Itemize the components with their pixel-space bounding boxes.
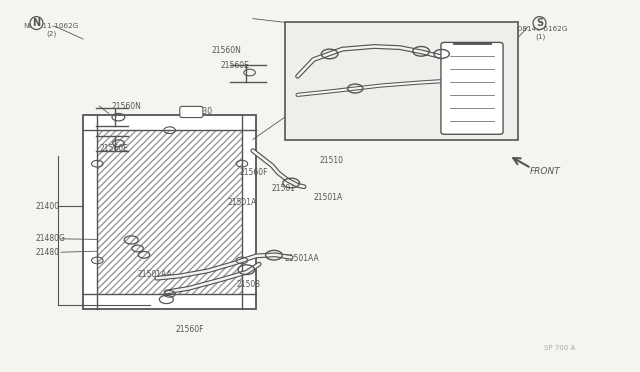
Text: 21518: 21518 xyxy=(477,81,500,90)
Text: 21515: 21515 xyxy=(358,41,383,50)
Text: N: N xyxy=(33,18,40,28)
Text: 21501E: 21501E xyxy=(323,74,352,83)
Bar xyxy=(83,115,256,309)
Text: S: S xyxy=(536,18,543,28)
Text: 21560N: 21560N xyxy=(112,102,142,110)
Text: 21480G: 21480G xyxy=(35,234,65,243)
Text: FRONT: FRONT xyxy=(530,167,561,176)
Text: 21503: 21503 xyxy=(237,280,261,289)
Text: 21510: 21510 xyxy=(320,156,344,165)
Text: N08911-1062G
(2): N08911-1062G (2) xyxy=(24,23,79,37)
Text: 21501AA: 21501AA xyxy=(138,270,172,279)
Text: 21560F: 21560F xyxy=(240,169,269,177)
Text: 21516: 21516 xyxy=(448,47,472,56)
Bar xyxy=(285,22,518,140)
Text: S08146-6162G
(1): S08146-6162G (1) xyxy=(513,26,568,41)
Text: 21560F: 21560F xyxy=(176,325,205,334)
Text: 21430: 21430 xyxy=(189,107,213,116)
Bar xyxy=(97,130,242,294)
Text: 21400: 21400 xyxy=(35,202,60,211)
Text: 21560E: 21560E xyxy=(99,144,128,153)
FancyBboxPatch shape xyxy=(180,106,203,118)
FancyBboxPatch shape xyxy=(441,42,503,134)
Text: SP 700 A: SP 700 A xyxy=(545,345,575,351)
Text: 21560N: 21560N xyxy=(211,46,241,55)
Text: 21560E: 21560E xyxy=(221,61,250,70)
Text: 21501AA: 21501AA xyxy=(285,254,319,263)
Text: 21501A: 21501A xyxy=(227,198,257,207)
Text: 21501: 21501 xyxy=(272,185,296,193)
Text: 21501E: 21501E xyxy=(406,67,435,76)
Text: 21501A: 21501A xyxy=(314,193,343,202)
Text: 21480: 21480 xyxy=(35,248,60,257)
